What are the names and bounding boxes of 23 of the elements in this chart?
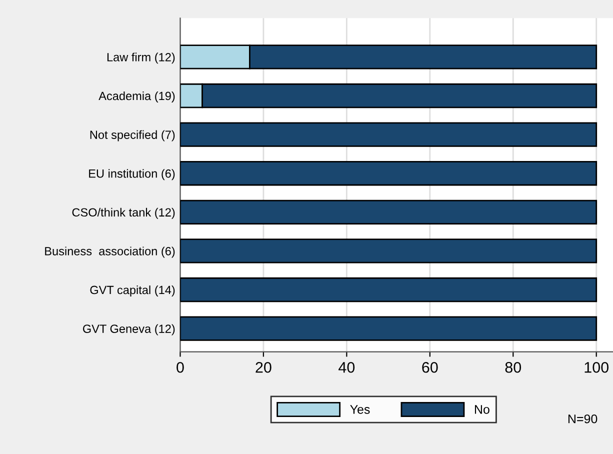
- y-tick-label: CSO/think tank (12): [72, 208, 175, 219]
- text: N=90: [568, 414, 598, 424]
- y-tick-label: GVT Geneva (12): [82, 324, 175, 336]
- y-tick-label: GVT capital (14): [90, 285, 175, 296]
- bar: [180, 122, 598, 147]
- bar: [180, 200, 598, 224]
- y-tick-label: Law firm (12): [107, 52, 175, 64]
- bar: [180, 277, 598, 302]
- bar: [180, 161, 598, 186]
- x-tick-label: 20: [256, 362, 272, 373]
- legend-label: No: [474, 405, 490, 414]
- y-tick-label: Not specified (7): [90, 130, 175, 142]
- x-tick-label: 80: [505, 362, 522, 373]
- bar: [180, 316, 598, 341]
- y-tick-label: Academia (19): [98, 91, 175, 102]
- x-tick-label: 60: [422, 362, 438, 373]
- x-tick-label: 40: [338, 362, 355, 373]
- x-tick-label: 100: [584, 362, 609, 373]
- legend-label: Yes: [350, 405, 370, 414]
- y-tick-label: EU institution (6): [89, 169, 175, 180]
- bar: [180, 238, 598, 264]
- y-tick-label: Business association (6): [45, 246, 175, 258]
- x-tick-label: 0: [176, 362, 184, 373]
